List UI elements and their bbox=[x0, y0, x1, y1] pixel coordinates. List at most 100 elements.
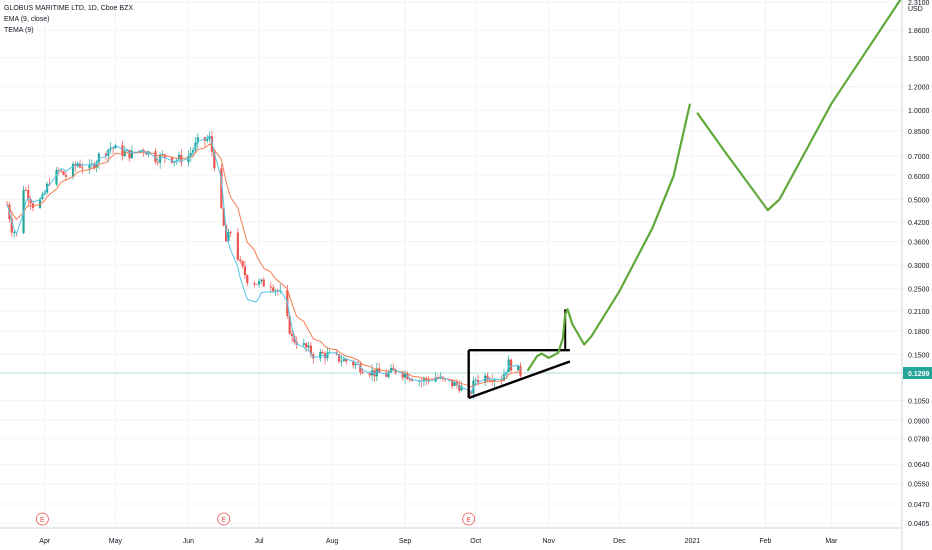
candle-body bbox=[55, 169, 58, 185]
candle-body bbox=[307, 345, 310, 348]
candle-body bbox=[243, 266, 247, 276]
time-tick-label: Sep bbox=[399, 538, 412, 545]
price-tick-label: 1.5000 bbox=[908, 56, 930, 63]
candle-body bbox=[246, 275, 249, 284]
candle-body bbox=[488, 380, 491, 381]
time-tick-label: Jul bbox=[255, 538, 264, 545]
candle-body bbox=[269, 286, 272, 288]
candle-body bbox=[154, 151, 157, 162]
candle-body bbox=[519, 365, 522, 376]
candle-body bbox=[342, 359, 345, 362]
time-tick-label: Aug bbox=[326, 538, 339, 545]
candle-body bbox=[24, 189, 28, 191]
candle-body bbox=[385, 372, 388, 377]
price-tick-label: 0.1050 bbox=[908, 398, 930, 405]
candle-body bbox=[130, 150, 133, 159]
candle-body bbox=[220, 168, 223, 208]
candle-body bbox=[13, 232, 16, 234]
price-tick-label: 0.0470 bbox=[908, 502, 930, 509]
candle-body bbox=[354, 363, 357, 366]
price-tick-label: 1.2000 bbox=[908, 85, 930, 92]
candle-body bbox=[408, 379, 411, 380]
candle-body bbox=[274, 290, 277, 292]
candle-body bbox=[272, 287, 275, 292]
earnings-marker bbox=[35, 512, 49, 526]
candle-body bbox=[387, 372, 390, 377]
candle-body bbox=[392, 367, 395, 370]
current-price-value: 0.1299 bbox=[908, 371, 930, 378]
candle-body bbox=[411, 379, 414, 382]
price-tick-label: 0.0405 bbox=[908, 521, 930, 528]
candle-body bbox=[213, 151, 216, 169]
candle-body bbox=[517, 365, 520, 371]
candle-body bbox=[262, 279, 265, 287]
price-tick-label: 0.4200 bbox=[908, 220, 930, 227]
candle-body bbox=[436, 377, 440, 379]
candle-body bbox=[189, 152, 192, 157]
candle-body bbox=[290, 333, 294, 337]
earnings-marker bbox=[217, 512, 231, 526]
candle-body bbox=[222, 207, 225, 226]
candle-body bbox=[302, 343, 305, 346]
candle-body bbox=[224, 225, 228, 242]
candle-body bbox=[62, 171, 65, 175]
candle-body bbox=[453, 382, 456, 387]
tema-line bbox=[6, 134, 521, 394]
price-tick-label: 0.0900 bbox=[908, 418, 930, 425]
price-tick-label: 0.7000 bbox=[908, 154, 930, 161]
candle-body bbox=[486, 375, 489, 381]
candle-body bbox=[378, 368, 381, 373]
candle-body bbox=[88, 164, 91, 169]
candle-body bbox=[305, 343, 308, 348]
currency-label: USD bbox=[908, 6, 923, 13]
candle-body bbox=[255, 284, 258, 286]
price-tick-label: 0.2500 bbox=[908, 287, 930, 294]
time-tick-label: Jun bbox=[183, 538, 194, 545]
indicator-tema-label[interactable]: TEMA (9) bbox=[4, 27, 34, 34]
symbol-title[interactable]: GLOBUS MARITIME LTD, 1D, Cboe BZX bbox=[4, 5, 134, 12]
candle-body bbox=[121, 145, 124, 157]
price-tick-label: 0.1800 bbox=[908, 329, 930, 336]
candle-body bbox=[64, 174, 68, 177]
candle-body bbox=[373, 370, 376, 377]
candle-body bbox=[95, 162, 98, 168]
indicator-ema-label[interactable]: EMA (9, close) bbox=[4, 16, 50, 23]
candle-body bbox=[509, 359, 513, 371]
time-tick-label: Nov bbox=[543, 538, 556, 545]
candle-body bbox=[368, 373, 371, 376]
candle-body bbox=[196, 137, 199, 143]
candle-body bbox=[293, 336, 296, 343]
candle-body bbox=[401, 372, 404, 378]
candle-body bbox=[210, 136, 214, 152]
ema-line bbox=[6, 143, 521, 388]
candle-body bbox=[493, 379, 496, 382]
candle-body bbox=[206, 138, 209, 141]
candle-body bbox=[227, 231, 230, 242]
earnings-marker-label: E bbox=[40, 517, 45, 524]
time-tick-label: Oct bbox=[470, 538, 481, 545]
time-tick-label: Feb bbox=[759, 538, 771, 545]
projection-path-1 bbox=[526, 103, 692, 372]
time-tick-label: 2021 bbox=[685, 538, 701, 545]
candle-body bbox=[500, 379, 503, 381]
candle-body bbox=[359, 364, 362, 373]
candle-body bbox=[338, 354, 341, 362]
candle-body bbox=[137, 150, 141, 152]
user-drawings bbox=[467, 0, 902, 400]
price-tick-label: 0.3000 bbox=[908, 263, 930, 270]
price-tick-label: 2.3100 bbox=[908, 0, 930, 7]
candle-body bbox=[71, 163, 75, 177]
candle-body bbox=[126, 149, 129, 152]
earnings-marker bbox=[462, 512, 476, 526]
tema-path bbox=[6, 134, 521, 394]
price-axis: 2.3100 1.8600 1.5000 1.2000 1.0000 0.8500 0.70… bbox=[901, 0, 932, 550]
price-tick-label: 1.0000 bbox=[908, 108, 930, 115]
time-tick-label: Apr bbox=[39, 538, 51, 545]
candle-body bbox=[321, 351, 324, 354]
candle-body bbox=[260, 279, 263, 282]
support-line bbox=[468, 360, 571, 400]
candle-body bbox=[451, 379, 454, 387]
candle-body bbox=[38, 198, 42, 208]
candle-body bbox=[422, 378, 426, 382]
